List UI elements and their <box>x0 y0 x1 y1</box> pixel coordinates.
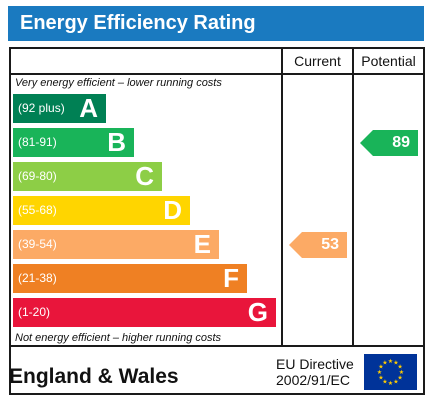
footer-rule <box>11 345 423 347</box>
band-a: (92 plus) A <box>13 94 106 123</box>
band-b: (81-91) B <box>13 128 134 157</box>
eu-star: ★ <box>388 358 393 365</box>
band-letter-label: C <box>135 161 154 191</box>
band-range-label: (21-38) <box>18 271 57 285</box>
current-rating-arrow: 53 <box>289 232 347 258</box>
page-title: Energy Efficiency Rating <box>20 12 256 34</box>
region-label: England & Wales <box>9 365 179 388</box>
potential-rating-arrow-value: 89 <box>392 134 410 151</box>
band-letter-label: F <box>223 263 239 293</box>
current-column-header: Current <box>294 53 341 69</box>
eu-star: ★ <box>393 360 398 367</box>
band-range-label: (92 plus) <box>18 101 65 115</box>
band-letter-label: G <box>247 297 268 327</box>
eu-star: ★ <box>393 379 398 386</box>
potential-column-header: Potential <box>361 53 416 69</box>
band-letter-label: D <box>163 195 182 225</box>
eu-star: ★ <box>382 379 387 386</box>
eu-directive-line1: EU Directive <box>276 356 354 372</box>
eu-star: ★ <box>378 375 383 382</box>
divider-current-left <box>281 49 283 347</box>
eu-star: ★ <box>397 364 402 371</box>
column-header-rule <box>11 73 423 75</box>
eu-star: ★ <box>378 364 383 371</box>
rating-chart-frame: Current Potential Very energy efficient … <box>9 47 425 395</box>
eu-star: ★ <box>377 369 382 376</box>
band-d: (55-68) D <box>13 196 190 225</box>
band-c: (69-80) C <box>13 162 162 191</box>
band-g: (1-20) G <box>13 298 276 327</box>
band-e: (39-54) E <box>13 230 219 259</box>
potential-rating-arrow: 89 <box>360 130 418 156</box>
eu-star: ★ <box>399 369 404 376</box>
efficient-note: Very energy efficient – lower running co… <box>15 77 222 89</box>
band-range-label: (55-68) <box>18 203 57 217</box>
inefficient-note: Not energy efficient – higher running co… <box>15 332 222 344</box>
eu-directive-line2: 2002/91/EC <box>276 372 350 388</box>
header-bar: Energy Efficiency Rating <box>8 6 424 41</box>
eu-star: ★ <box>397 375 402 382</box>
band-letter-label: B <box>107 127 126 157</box>
band-range-label: (1-20) <box>18 305 51 319</box>
current-rating-arrow-value: 53 <box>321 236 339 253</box>
divider-potential-left <box>352 49 354 347</box>
eu-flag-icon: ★ ★ ★ ★ ★ ★ ★ ★ ★ ★ ★ ★ <box>364 354 417 390</box>
eu-directive-text: EU Directive 2002/91/EC <box>276 356 354 388</box>
band-range-label: (81-91) <box>18 135 57 149</box>
eu-star: ★ <box>388 380 393 387</box>
eu-stars-icon: ★ ★★★★★★★★★★★ <box>377 358 404 387</box>
eu-star: ★ <box>382 360 387 367</box>
band-letter-label: E <box>193 229 211 259</box>
band-letter-label: A <box>79 93 98 123</box>
band-f: (21-38) F <box>13 264 247 293</box>
band-range-label: (69-80) <box>18 169 57 183</box>
band-range-label: (39-54) <box>18 237 57 251</box>
